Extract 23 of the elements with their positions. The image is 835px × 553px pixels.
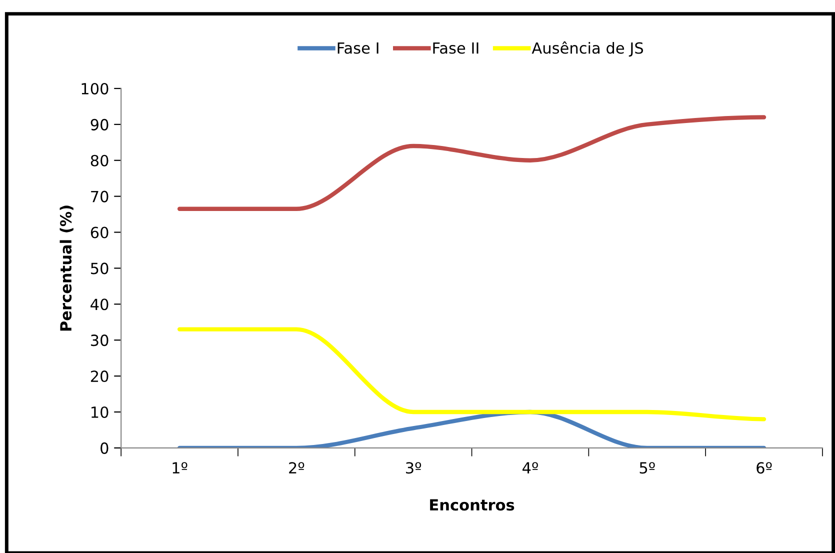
y-tick-label: 50 (91, 262, 108, 274)
legend-label: Fase II (433, 42, 478, 54)
y-tick-label: 0 (100, 442, 108, 454)
y-tick-label: 40 (90, 298, 108, 310)
y-tick-label: 20 (90, 370, 108, 382)
y-tick-label: 100 (82, 82, 108, 94)
x-tick-label: 1º (172, 462, 188, 474)
y-tick-label: 70 (91, 190, 108, 202)
legend-label: Ausência de JS (532, 41, 644, 57)
legend-label: Fase I (338, 42, 378, 54)
y-tick-label: 80 (90, 154, 108, 166)
x-tick-label: 5º (640, 462, 655, 474)
y-tick-label: 90 (90, 118, 108, 130)
y-axis-title: Percentual (%) (60, 206, 74, 331)
y-tick-label: 30 (90, 334, 108, 346)
x-tick-label: 6º (756, 462, 772, 474)
x-axis-title: Encontros (430, 499, 514, 511)
y-tick-label: 10 (92, 406, 108, 418)
x-tick-label: 4º (522, 462, 538, 474)
y-tick-label: 60 (90, 226, 108, 238)
x-tick-label: 2º (289, 462, 304, 474)
line-series (177, 115, 766, 211)
x-tick-label: 3º (406, 462, 422, 474)
